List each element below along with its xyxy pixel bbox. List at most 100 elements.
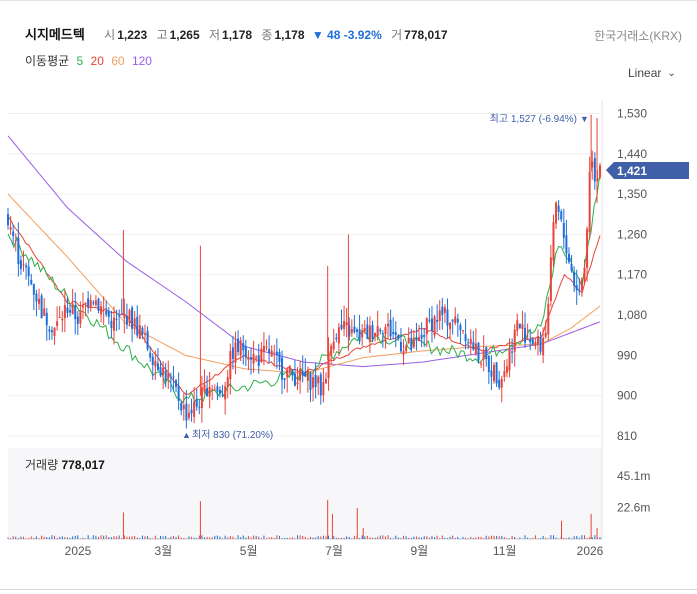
candle-body [456, 318, 459, 323]
candle-body [288, 365, 291, 373]
candle-body [593, 158, 596, 182]
volume-bar [162, 536, 164, 539]
volume-bar [85, 538, 87, 539]
candle-body [371, 324, 374, 340]
candle-body [500, 378, 503, 388]
volume-bar [79, 538, 81, 539]
volume-bar [410, 537, 412, 539]
candle-body [195, 398, 198, 407]
volume-bar [214, 535, 216, 539]
price-tick-label: 990 [617, 348, 637, 362]
volume-bar [147, 535, 149, 539]
ma20-legend[interactable]: 20 [90, 54, 104, 68]
candle-body [281, 357, 284, 380]
candle-body [306, 370, 309, 381]
price-tick-label: 1,260 [617, 227, 647, 241]
candle-body [337, 327, 340, 344]
ma120-legend[interactable]: 120 [131, 54, 152, 68]
candle-body [343, 321, 346, 329]
candle-body [474, 343, 477, 354]
top-border [0, 0, 697, 1]
volume-bar [353, 535, 355, 539]
candle-body [381, 333, 384, 335]
candle-body [110, 320, 113, 329]
candle-body [53, 327, 56, 336]
candle-body [296, 382, 299, 385]
open-value: 1,223 [117, 28, 148, 42]
candle-body [61, 318, 64, 321]
candle-body [536, 336, 539, 345]
volume-bar [346, 536, 348, 539]
volume-bar [331, 513, 333, 539]
candle-body [575, 285, 578, 291]
volume-bar [224, 535, 226, 539]
volume-bar [571, 538, 573, 539]
volume-bar [501, 535, 503, 539]
volume-bar [188, 536, 190, 539]
high-value: 1,265 [169, 28, 200, 42]
ma60-legend[interactable]: 60 [111, 54, 125, 68]
volume-bar [405, 536, 407, 539]
candle-body [203, 384, 206, 392]
volume-bar [594, 535, 596, 539]
scale-selector[interactable]: Linear ⌄ [628, 66, 676, 80]
volume-bar [400, 538, 402, 539]
candle-body [516, 320, 519, 331]
candle-body [586, 228, 589, 268]
candle-body [423, 335, 426, 337]
volume-bar [449, 536, 451, 539]
candle-body [198, 407, 201, 409]
volume-bar [35, 536, 37, 539]
volume-bar [589, 537, 591, 539]
volume-bar [276, 535, 278, 539]
volume-bar [364, 536, 366, 539]
candle-body [570, 264, 573, 271]
volume-bar [160, 535, 162, 539]
volume-bar [203, 537, 205, 539]
candle-body [363, 327, 366, 332]
candle-body [105, 310, 108, 315]
low-marker-icon: ▲ [182, 430, 191, 440]
ma5-legend[interactable]: 5 [76, 54, 84, 68]
candle-body [112, 317, 115, 331]
volume-bar [180, 537, 182, 539]
candle-body [63, 305, 66, 319]
volume-bar [415, 536, 417, 539]
candle-body [79, 310, 82, 324]
low-label: 저 [209, 28, 221, 42]
volume-bar [43, 536, 45, 539]
candle-body [237, 338, 240, 352]
price-tick-label: 1,530 [617, 106, 647, 120]
volume-bar [232, 536, 234, 539]
candle-body [7, 214, 9, 226]
volume-bar [165, 535, 167, 539]
candle-body [387, 323, 390, 327]
candle-body [472, 342, 475, 350]
volume-bar [126, 536, 128, 539]
candles [7, 114, 601, 429]
exchange-label: 한국거래소(KRX) [594, 29, 682, 43]
stock-name: 시지메드텍 [25, 27, 85, 42]
volume-bar [428, 537, 430, 539]
volume-label: 거 [391, 28, 403, 42]
ma-legend-label: 이동평균 [25, 54, 70, 68]
chevron-down-icon: ⌄ [667, 68, 676, 79]
candle-body [555, 202, 558, 224]
candle-body [529, 339, 532, 343]
candle-body [531, 338, 534, 345]
ma120-line [7, 135, 601, 368]
volume-bar [152, 538, 154, 539]
candle-body [521, 324, 524, 329]
volume-bar [41, 535, 43, 539]
candle-body [250, 357, 253, 360]
candle-body [50, 330, 53, 333]
candle-body [17, 237, 20, 265]
candle-body [66, 307, 69, 313]
candle-body [226, 377, 229, 387]
volume-bar [599, 537, 601, 539]
volume-bar [573, 536, 575, 539]
candle-body [399, 341, 402, 352]
candle-body [265, 346, 268, 348]
candle-body [71, 303, 74, 315]
